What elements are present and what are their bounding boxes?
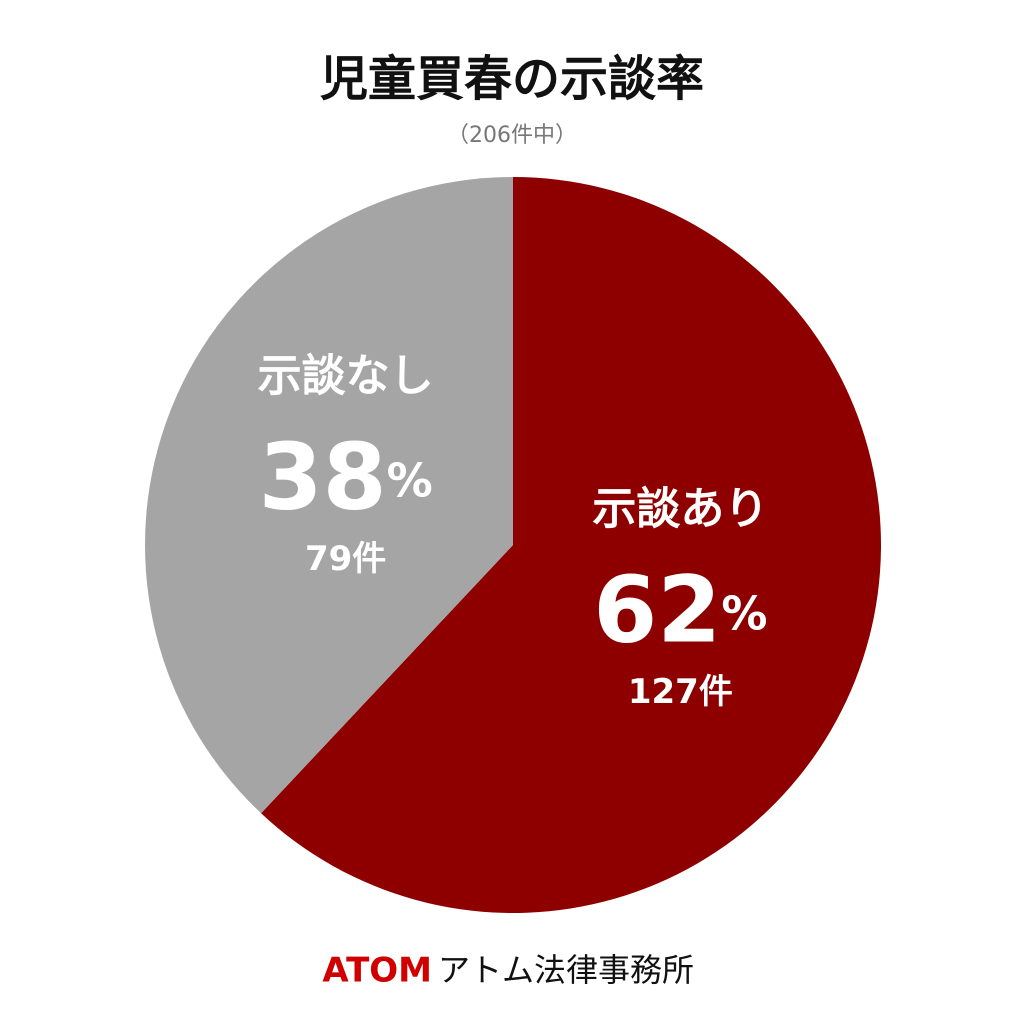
- chart-title: 児童買春の示談率: [320, 51, 704, 107]
- count-label: 127件: [628, 672, 733, 712]
- value-label: 62%: [593, 557, 767, 664]
- slice-name: 示談あり: [592, 483, 768, 534]
- footer-name: アトム法律事務所: [438, 951, 694, 989]
- pie-slice: [145, 177, 513, 814]
- chart-subtitle: （206件中）: [447, 123, 577, 148]
- pie-slice: [261, 177, 882, 913]
- footer-brand: ATOM: [322, 951, 432, 991]
- count-label: 79件: [305, 539, 386, 579]
- value-label: 38%: [259, 424, 433, 531]
- footer: ATOM アトム法律事務所: [322, 951, 694, 991]
- slice-name: 示談なし: [258, 351, 434, 402]
